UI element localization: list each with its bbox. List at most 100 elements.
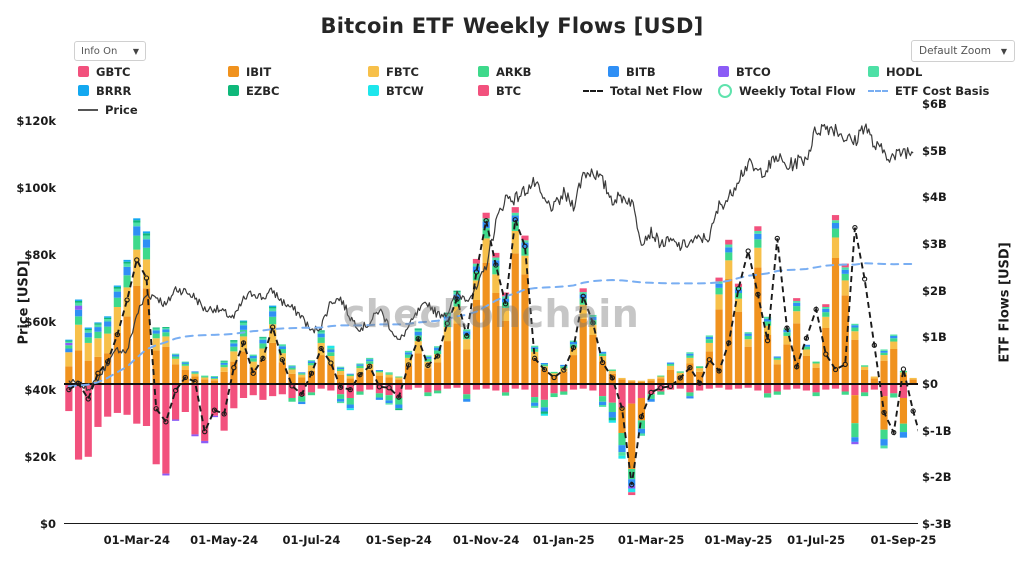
weekly-total-flow-marker [376, 384, 383, 390]
legend-item-btco[interactable]: BTCO [718, 62, 771, 81]
bar-segment-btc [754, 226, 762, 231]
info-dropdown-label: Info On [81, 45, 118, 57]
legend-label: EZBC [246, 83, 280, 98]
bar-segment-arkb [666, 363, 675, 366]
bar-segment-hodl [278, 344, 286, 347]
bar-segment-ibit [201, 379, 209, 384]
bar-segment-gbtc [298, 384, 306, 397]
bar-segment-hodl [327, 348, 335, 350]
bar-segment-bitb [259, 339, 267, 344]
bar-segment-ibit [715, 309, 723, 384]
bar-segment-fbtc [734, 298, 743, 312]
bar-segment-ibit [220, 371, 228, 384]
bar-segment-gbtc [676, 384, 684, 389]
bar-segment-bitb [278, 346, 286, 349]
bar-segment-ibit [540, 370, 548, 384]
bar-segment-arkb [763, 393, 772, 398]
legend-item-arkb[interactable]: ARKB [478, 62, 531, 81]
bar-segment-ezbc [269, 307, 277, 309]
weekly-total-flow-marker [512, 217, 518, 223]
bar-segment-fbtc [676, 372, 684, 376]
weekly-total-flow-marker [541, 366, 548, 373]
bar-segment-hodl [94, 324, 102, 328]
legend-item-total-net-flow[interactable]: Total Net Flow [583, 81, 703, 100]
bar-segment-bitb [589, 316, 597, 321]
bar-segment-fbtc [395, 377, 403, 380]
bar-segment-arkb [181, 363, 189, 366]
legend-item-brrr[interactable]: BRRR [78, 81, 131, 100]
right-axis-tick: $4B [922, 190, 947, 205]
bar-segment-bitb [560, 364, 568, 367]
legend-item-btcw[interactable]: BTCW [368, 81, 424, 100]
bar-segment-ibit [618, 407, 626, 433]
bar-segment-hodl [472, 263, 481, 267]
legend-item-ezbc[interactable]: EZBC [228, 81, 279, 100]
bar-segment-fbtc [589, 324, 597, 335]
bar-segment-ibit [482, 262, 490, 384]
legend-item-bitb[interactable]: BITB [608, 62, 656, 81]
bar-segment-fbtc [249, 361, 257, 369]
legend-item-gbtc[interactable]: GBTC [78, 62, 131, 81]
bar-segment-arkb [501, 392, 510, 396]
legend-item-fbtc[interactable]: FBTC [368, 62, 419, 81]
bar-segment-bitb [686, 353, 694, 356]
bar-segment-bitb [366, 359, 374, 362]
zoom-dropdown[interactable]: Default Zoom ▼ [911, 40, 1015, 62]
bar-segment-hodl [841, 267, 849, 270]
bar-segment-gbtc [366, 384, 374, 390]
bar-segment-hodl [851, 323, 859, 326]
bar-segment-ibit [841, 295, 849, 384]
bar-segment-bitb [793, 302, 801, 307]
legend-item-btc[interactable]: BTC [478, 81, 521, 100]
weekly-total-flow-marker [367, 363, 373, 369]
bar-segment-arkb [249, 358, 257, 362]
legend-item-hodl[interactable]: HODL [868, 62, 922, 81]
bar-segment-bitb [647, 398, 655, 402]
bar-segment-arkb [560, 391, 568, 395]
bar-segment-bitb [851, 325, 859, 328]
bar-segment-gbtc [754, 384, 762, 391]
legend-label: BITB [626, 64, 656, 79]
legend-item-etf-cost-basis[interactable]: ETF Cost Basis [868, 81, 989, 100]
bar-segment-ibit [812, 367, 820, 384]
weekly-total-flow-marker [590, 320, 596, 326]
bar-segment-ibit [560, 371, 568, 384]
bar-segment-arkb [861, 392, 869, 397]
bar-segment-fbtc [482, 238, 490, 263]
bar-segment-hodl [754, 230, 762, 234]
bar-segment-arkb [288, 398, 296, 402]
bar-segment-gbtc [666, 384, 675, 390]
bar-segment-gbtc [783, 384, 791, 390]
bar-segment-ezbc [414, 328, 422, 330]
bar-segment-fbtc [74, 324, 83, 351]
bar-segment-gbtc [356, 384, 364, 392]
legend-swatch-icon [368, 85, 379, 96]
legend-item-ibit[interactable]: IBIT [228, 62, 271, 81]
bar-segment-arkb [152, 333, 160, 339]
bar-segment-brrr [123, 259, 131, 262]
bar-segment-btco [851, 441, 859, 445]
bar-segment-hodl [230, 341, 238, 344]
bar-segment-ibit [269, 342, 277, 384]
bar-segment-ezbc [259, 336, 267, 338]
bar-segment-bitb [705, 336, 713, 340]
bar-segment-ibit [414, 353, 422, 384]
legend-label: HODL [886, 64, 923, 79]
weekly-total-flow-marker [221, 411, 227, 417]
bar-segment-hodl [686, 352, 694, 354]
bar-segment-arkb [725, 252, 733, 261]
legend-item-price[interactable]: Price [78, 100, 138, 119]
bar-segment-arkb [375, 370, 383, 373]
bar-segment-gbtc [870, 384, 878, 390]
bar-segment-ibit [65, 366, 73, 384]
legend-item-weekly-total-flow[interactable]: Weekly Total Flow [718, 81, 856, 100]
info-dropdown[interactable]: Info On ▼ [74, 41, 146, 61]
bar-segment-bitb [375, 370, 383, 371]
bar-segment-hodl [579, 292, 587, 295]
legend-swatch-icon [718, 66, 729, 77]
bar-segment-bitb [511, 215, 519, 222]
bar-segment-arkb [773, 357, 781, 360]
bar-segment-btc [831, 215, 840, 221]
bar-segment-fbtc [511, 230, 519, 254]
bar-segment-arkb [657, 375, 665, 377]
